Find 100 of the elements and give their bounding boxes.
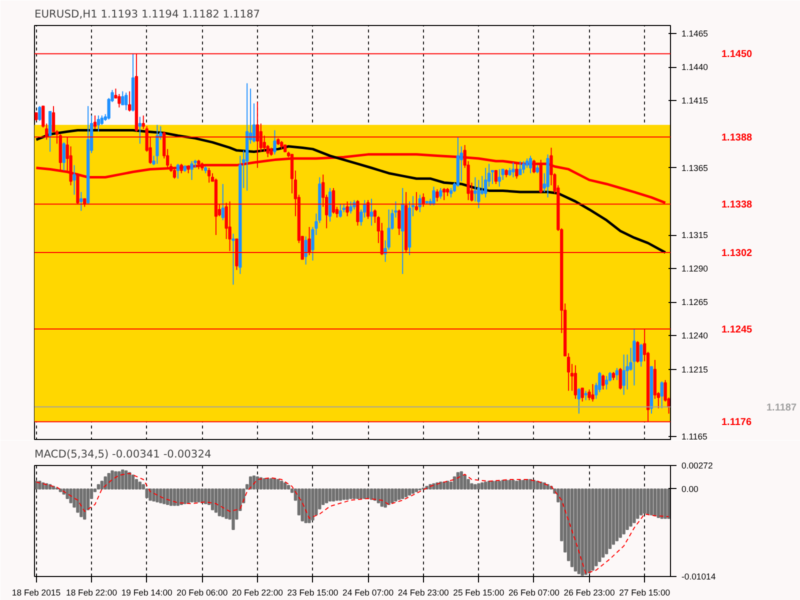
bar: [508, 480, 512, 490]
bar: [356, 488, 360, 499]
candlestick: [528, 155, 532, 174]
bar: [501, 480, 504, 490]
candlestick: [176, 163, 180, 180]
bar: [604, 488, 608, 554]
candlestick: [370, 198, 374, 226]
bar: [452, 476, 456, 490]
y-tick-label: 1.1215: [682, 364, 708, 374]
candlestick: [584, 390, 588, 401]
bar: [121, 469, 124, 490]
line-series: [36, 472, 670, 574]
bar: [304, 488, 308, 524]
bar: [363, 488, 366, 499]
candlestick: [604, 376, 608, 390]
bar: [602, 488, 605, 558]
candlestick: [660, 380, 664, 409]
bar: [276, 478, 280, 490]
bar: [366, 488, 370, 499]
candlestick: [436, 188, 439, 202]
candlestick: [232, 233, 235, 286]
candlestick: [121, 90, 124, 106]
bar: [487, 480, 491, 490]
bar: [615, 488, 618, 542]
bar: [138, 482, 142, 490]
candlestick: [474, 176, 477, 202]
bar: [490, 480, 494, 490]
bar: [169, 488, 173, 506]
bar: [232, 488, 235, 530]
bar: [183, 488, 186, 504]
bar: [156, 488, 159, 502]
candlestick: [138, 116, 142, 144]
bar: [432, 483, 436, 490]
bar: [280, 480, 284, 490]
ref-line-label: 1.1302: [722, 248, 753, 259]
bar: [76, 488, 80, 513]
bar: [352, 488, 356, 499]
candlestick: [498, 168, 501, 188]
bar: [370, 488, 374, 500]
bar: [408, 488, 412, 496]
bar: [286, 485, 290, 490]
bar: [38, 480, 42, 490]
candlestick: [349, 200, 352, 214]
candlestick: [632, 328, 636, 386]
bar: [584, 488, 588, 575]
candlestick: [221, 183, 224, 221]
bar: [172, 488, 176, 506]
bar: [387, 488, 390, 506]
y-tick-label: 1.1365: [682, 162, 708, 173]
y-tick-label: 1.1465: [682, 28, 708, 39]
bar: [384, 488, 387, 508]
bar: [460, 471, 463, 490]
bar: [474, 484, 477, 490]
candlestick: [38, 106, 42, 122]
bar: [446, 480, 450, 490]
x-tick-label: 18 Feb 2015: [12, 588, 61, 598]
x-tick-label: 18 Feb 22:00: [66, 588, 118, 598]
candlestick: [518, 160, 522, 176]
ref-line-label: 1.1176: [722, 417, 752, 428]
ref-line-label: 1.1450: [722, 49, 753, 60]
bar: [335, 488, 339, 501]
bar: [470, 483, 474, 490]
candlestick: [128, 90, 132, 112]
candlestick: [62, 142, 66, 172]
bar: [622, 488, 626, 534]
bar: [532, 480, 536, 490]
candlestick: [180, 163, 183, 174]
candlestick: [640, 343, 643, 368]
candlestick: [477, 179, 480, 209]
y-tick-label: 1.1440: [682, 62, 708, 72]
bar: [376, 488, 380, 504]
y-tick-label: 1.1165: [682, 431, 708, 442]
candlestick: [442, 188, 446, 201]
bar: [640, 488, 643, 516]
x-tick-label: 26 Feb 07:00: [508, 588, 560, 598]
bar: [200, 488, 204, 504]
bar: [522, 480, 526, 490]
y-tick-label: 1.1415: [682, 96, 708, 106]
candlestick: [156, 124, 159, 164]
y-tick-label: 1.1240: [682, 330, 708, 341]
bar: [660, 488, 664, 519]
bar: [494, 480, 498, 490]
bar: [612, 488, 616, 545]
bar: [577, 488, 580, 574]
bar: [574, 488, 578, 572]
bar: [134, 478, 138, 490]
bar: [322, 488, 325, 506]
bar: [328, 488, 332, 502]
bar: [332, 488, 336, 502]
bar: [194, 488, 197, 502]
bar: [518, 480, 522, 490]
bar: [656, 488, 660, 518]
candlestick: [197, 159, 200, 170]
candlestick: [484, 167, 488, 198]
candlestick: [124, 92, 128, 111]
bar: [186, 488, 190, 504]
bar: [463, 474, 466, 490]
bar: [515, 480, 518, 490]
bar: [218, 488, 221, 516]
bar: [512, 480, 515, 490]
